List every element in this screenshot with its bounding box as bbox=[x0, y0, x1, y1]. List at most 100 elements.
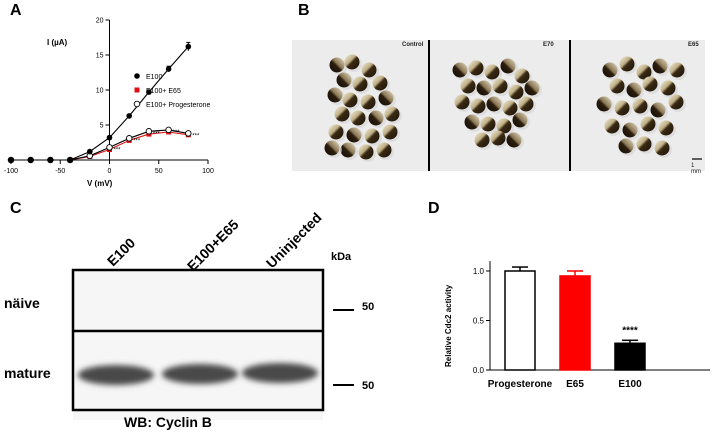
oocyte bbox=[468, 60, 484, 76]
oocyte bbox=[336, 72, 352, 88]
oocyte bbox=[506, 132, 522, 148]
iv-significance-marker: *** bbox=[173, 130, 181, 136]
point-e100 bbox=[165, 66, 172, 72]
oocyte bbox=[486, 96, 502, 112]
band-lane-3 bbox=[242, 363, 318, 383]
oocyte bbox=[328, 124, 344, 140]
cdc2-bar-chart: 0.0 0.5 1.0 Progesterone E65 E100 **** Relati… bbox=[444, 261, 710, 390]
lane-label-uninjected: Uninjected bbox=[263, 209, 325, 271]
photo-label-e70: E70 bbox=[543, 42, 554, 48]
iv-x-tick-label: -100 bbox=[4, 168, 18, 175]
cdc2-y-tick-label: 1.0 bbox=[473, 267, 485, 276]
iv-x-tick-label: 50 bbox=[155, 168, 163, 175]
oocyte bbox=[654, 140, 670, 156]
oocyte bbox=[342, 92, 358, 108]
legend-label-progesterone: E100+ Progesterone bbox=[146, 102, 211, 109]
oocyte bbox=[490, 130, 506, 146]
point-e100 bbox=[126, 113, 132, 119]
point-e100-progesterone bbox=[106, 144, 113, 151]
legend-marker-e65 bbox=[134, 87, 140, 93]
iv-significance-marker: *** bbox=[133, 138, 141, 144]
oocyte bbox=[378, 90, 394, 106]
iv-significance-marker: *** bbox=[153, 131, 161, 137]
legend-marker-e100 bbox=[134, 73, 140, 79]
row-label-mature: mature bbox=[4, 365, 51, 381]
oocyte bbox=[619, 56, 635, 72]
point-e100 bbox=[106, 134, 113, 141]
oocyte bbox=[474, 132, 490, 148]
oocyte bbox=[658, 120, 674, 136]
legend-marker-progesterone bbox=[133, 100, 141, 108]
cdc2-y-label: Relative Cdc2 activity bbox=[444, 284, 453, 367]
marker-label-bottom: 50 bbox=[362, 380, 374, 392]
oocyte bbox=[464, 114, 480, 130]
photo-label-e65: E65 bbox=[688, 42, 699, 48]
point-e100 bbox=[185, 43, 192, 50]
cdc2-y-tick-label: 0.5 bbox=[473, 317, 485, 326]
oocyte bbox=[460, 78, 476, 94]
oocyte bbox=[327, 87, 343, 103]
oocyte bbox=[668, 94, 684, 110]
iv-y-tick-label: 15 bbox=[96, 53, 104, 60]
oocyte bbox=[372, 75, 388, 91]
iv-x-tick-label: 100 bbox=[202, 168, 214, 175]
oocyte bbox=[609, 78, 625, 94]
panel-letter-d: D bbox=[428, 200, 440, 217]
oocyte bbox=[642, 76, 658, 92]
marker-label-top: 50 bbox=[362, 301, 374, 313]
point-e100 bbox=[27, 157, 34, 163]
oocyte bbox=[360, 94, 376, 110]
bar-progesterone bbox=[504, 270, 536, 371]
oocyte bbox=[329, 57, 345, 73]
oocyte bbox=[384, 106, 400, 122]
cdc2-category-label: Progesterone bbox=[488, 379, 553, 390]
oocyte bbox=[618, 138, 634, 154]
oocyte bbox=[340, 142, 356, 158]
lane-label-e100-e65: E100+E65 bbox=[184, 216, 242, 274]
oocyte bbox=[502, 100, 518, 116]
oocyte bbox=[361, 62, 377, 78]
oocyte bbox=[454, 94, 470, 110]
band-lane-1 bbox=[78, 365, 154, 385]
point-e100 bbox=[87, 148, 93, 155]
oocyte bbox=[492, 78, 508, 94]
oocyte bbox=[596, 96, 612, 112]
bar-e100 bbox=[614, 342, 646, 371]
oocyte bbox=[660, 80, 676, 96]
oocyte bbox=[364, 128, 380, 144]
point-e100 bbox=[8, 157, 14, 163]
row-label-naive: näive bbox=[4, 295, 40, 311]
scale-bar-label: 1 mm bbox=[691, 163, 701, 175]
panel-letter-c: C bbox=[10, 200, 22, 217]
oocyte bbox=[518, 96, 534, 112]
panel-letter-a: A bbox=[10, 2, 22, 19]
legend-label-e65: E100+ E65 bbox=[146, 88, 181, 95]
oocyte bbox=[508, 84, 524, 100]
iv-series: *** *** *** *** *** bbox=[7, 41, 200, 164]
oocyte bbox=[480, 116, 496, 132]
oocyte bbox=[602, 62, 618, 78]
oocyte bbox=[640, 116, 656, 132]
oocyte bbox=[500, 58, 516, 74]
point-e100 bbox=[47, 157, 54, 163]
oocyte bbox=[358, 144, 374, 160]
iv-y-tick-label: 10 bbox=[96, 88, 104, 95]
band-lane-2 bbox=[162, 364, 238, 384]
oocyte bbox=[344, 54, 360, 70]
oocyte bbox=[452, 62, 468, 78]
series-line-e100-e65 bbox=[11, 131, 189, 161]
legend-label-e100: E100 bbox=[146, 74, 162, 81]
bar-e65 bbox=[559, 275, 591, 371]
iv-curve-chart: -100 -50 0 50 100 5 10 15 20 *** *** *** *** *** I (… bbox=[4, 18, 214, 189]
oocyte-photo-panel: Control E70 E65 1 mm bbox=[292, 40, 705, 175]
oocyte bbox=[669, 62, 685, 78]
oocyte bbox=[512, 112, 528, 128]
iv-significance-marker: *** bbox=[114, 147, 122, 153]
iv-x-tick-label: 0 bbox=[108, 168, 112, 175]
cdc2-bars: Progesterone E65 E100 **** bbox=[488, 266, 646, 390]
oocyte bbox=[626, 82, 642, 98]
oocyte bbox=[376, 142, 392, 158]
iv-significance-marker: *** bbox=[192, 133, 200, 139]
cdc2-category-label: E65 bbox=[566, 379, 584, 390]
oocyte bbox=[614, 100, 630, 116]
